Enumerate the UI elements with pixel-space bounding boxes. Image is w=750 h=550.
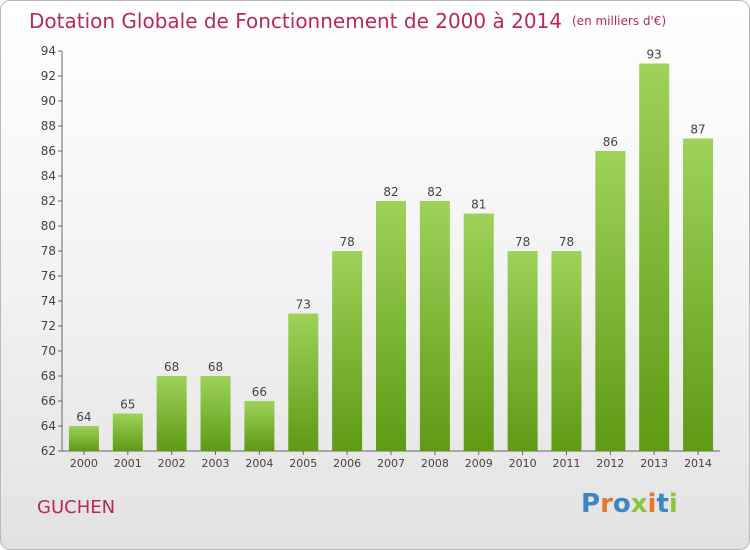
y-tick-label: 84 (41, 169, 56, 183)
x-tick-label: 2000 (70, 457, 98, 470)
logo-letter: i (668, 489, 678, 519)
bar-2002[interactable] (156, 376, 187, 451)
x-tick-label: 2003 (202, 457, 230, 470)
data-label-2011: 78 (559, 235, 574, 249)
data-label-2008: 82 (427, 185, 442, 199)
logo-letter: x (630, 489, 648, 519)
x-tick-label: 2007 (377, 457, 405, 470)
y-tick-label: 86 (41, 144, 56, 158)
data-label-2005: 73 (296, 298, 311, 312)
y-tick-label: 72 (41, 319, 56, 333)
x-tick-label: 2011 (552, 457, 580, 470)
y-tick-label: 88 (41, 119, 56, 133)
data-label-2010: 78 (515, 235, 530, 249)
data-label-2009: 81 (471, 198, 486, 212)
data-label-2007: 82 (383, 185, 398, 199)
y-tick-label: 66 (41, 394, 56, 408)
bar-2006[interactable] (332, 251, 363, 451)
y-tick-label: 80 (41, 219, 56, 233)
bar-2011[interactable] (551, 251, 582, 451)
bar-2007[interactable] (376, 201, 406, 451)
chart-title: Dotation Globale de Fonctionnement de 20… (29, 9, 666, 33)
y-tick-label: 74 (41, 294, 56, 308)
bar-2005[interactable] (288, 313, 319, 452)
data-label-2001: 65 (120, 398, 135, 412)
y-tick-label: 92 (41, 69, 56, 83)
data-label-2012: 86 (603, 135, 618, 149)
logo-letter: t (656, 489, 669, 519)
x-tick-label: 2005 (289, 457, 317, 470)
chart-title-text: Dotation Globale de Fonctionnement de 20… (29, 9, 562, 33)
chart-axes: 62 64 66 68 70 72 74 76 78 80 82 84 86 88 90 92 94 2000 20… (41, 44, 720, 470)
x-tick-label: 2001 (114, 457, 142, 470)
commune-name: GUCHEN (37, 497, 116, 518)
data-label-2013: 93 (647, 48, 662, 62)
y-tick-label: 76 (41, 269, 56, 283)
x-tick-label: 2009 (465, 457, 493, 470)
x-tick-label: 2010 (509, 457, 537, 470)
data-label-2003: 68 (208, 360, 223, 374)
bar-2003[interactable] (200, 376, 231, 451)
bar-2000[interactable] (68, 426, 99, 451)
proxiti-logo[interactable]: Proxiti (581, 489, 678, 519)
x-tick-label: 2008 (421, 457, 449, 470)
bar-2014[interactable] (683, 138, 714, 452)
y-tick-label: 90 (41, 94, 56, 108)
bar-2004[interactable] (244, 401, 275, 451)
y-tick-label: 82 (41, 194, 56, 208)
bar-2012[interactable] (595, 151, 626, 451)
chart-bars (68, 63, 714, 452)
bar-2010[interactable] (507, 251, 538, 451)
bar-2013[interactable] (639, 63, 670, 452)
x-tick-label: 2012 (596, 457, 624, 470)
x-tick-label: 2014 (684, 457, 712, 470)
data-label-2002: 68 (164, 360, 179, 374)
bar-2009[interactable] (463, 213, 494, 452)
y-tick-label: 78 (41, 244, 56, 258)
x-tick-label: 2006 (333, 457, 361, 470)
bar-2001[interactable] (112, 413, 143, 452)
y-tick-label: 94 (41, 44, 56, 58)
data-label-2004: 66 (252, 385, 267, 399)
y-tick-label: 64 (41, 419, 56, 433)
chart-labels: 64 65 68 68 66 73 78 82 82 81 78 78 86 93 87 (76, 48, 705, 425)
x-tick-label: 2004 (245, 457, 273, 470)
y-tick-label: 62 (41, 444, 56, 458)
data-label-2006: 78 (339, 235, 354, 249)
bar-2008[interactable] (419, 201, 450, 451)
chart-unit: (en milliers d'€) (572, 14, 667, 28)
x-tick-label: 2002 (158, 457, 186, 470)
data-label-2000: 64 (76, 410, 91, 424)
logo-letter: r (600, 489, 613, 519)
x-tick-label: 2013 (640, 457, 668, 470)
logo-letter: o (612, 489, 631, 519)
logo-letter: P (581, 489, 601, 519)
y-tick-label: 68 (41, 369, 56, 383)
logo-letter: i (647, 489, 657, 519)
data-label-2014: 87 (690, 123, 705, 137)
y-tick-label: 70 (41, 344, 56, 358)
